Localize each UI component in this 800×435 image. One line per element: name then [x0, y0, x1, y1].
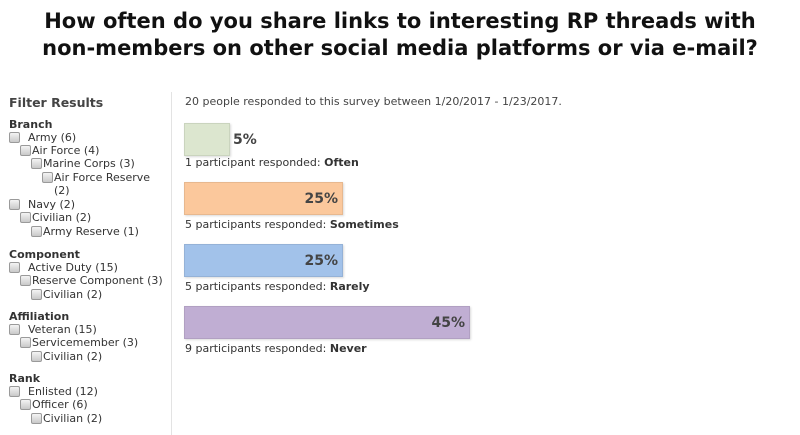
- checkbox[interactable]: [31, 226, 42, 237]
- filter-item-reserve-component[interactable]: Reserve Component (3): [20, 274, 163, 287]
- filter-item-officer[interactable]: Officer (6): [20, 398, 88, 411]
- title-line-2: non-members on other social media platfo…: [42, 36, 758, 60]
- result-caption: 5 participants responded: Rarely: [185, 280, 370, 293]
- checkbox[interactable]: [31, 158, 42, 169]
- result-percent: 25%: [304, 191, 338, 207]
- filter-item-navy[interactable]: Navy (2): [9, 198, 75, 211]
- filter-item-active-duty[interactable]: Active Duty (15): [9, 261, 118, 274]
- filter-item-label: Servicemember (3): [32, 336, 139, 349]
- checkbox[interactable]: [20, 399, 31, 410]
- survey-question-title: How often do you share links to interest…: [0, 8, 800, 62]
- checkbox[interactable]: [20, 212, 31, 223]
- result-percent: 45%: [431, 315, 465, 331]
- filter-item-air-force[interactable]: Air Force (4): [20, 144, 99, 157]
- checkbox[interactable]: [9, 132, 20, 143]
- filter-item-label: Officer (6): [32, 398, 88, 411]
- group-heading-branch: Branch: [9, 118, 53, 131]
- checkbox[interactable]: [31, 413, 42, 424]
- result-caption: 9 participants responded: Never: [185, 342, 367, 355]
- result-bar: 25%: [184, 244, 343, 277]
- checkbox[interactable]: [31, 351, 42, 362]
- filter-item-civilian-affiliation[interactable]: Civilian (2): [31, 350, 102, 363]
- group-heading-affiliation: Affiliation: [9, 310, 70, 323]
- checkbox[interactable]: [42, 172, 53, 183]
- group-heading-rank: Rank: [9, 372, 41, 385]
- result-count: 9 participants responded:: [185, 342, 330, 355]
- result-bar: 5%: [184, 123, 257, 156]
- filter-item-label: Civilian (2): [43, 350, 103, 363]
- checkbox[interactable]: [20, 275, 31, 286]
- filter-item-civilian-component[interactable]: Civilian (2): [31, 288, 102, 301]
- filter-item-label: Civilian (2): [43, 412, 103, 425]
- checkbox[interactable]: [20, 337, 31, 348]
- filter-item-label: Active Duty (15): [28, 261, 118, 274]
- filter-item-civilian-rank[interactable]: Civilian (2): [31, 412, 102, 425]
- filter-item-label: Enlisted (12): [28, 385, 98, 398]
- checkbox[interactable]: [9, 324, 20, 335]
- checkbox[interactable]: [9, 262, 20, 273]
- filter-heading: Filter Results: [9, 95, 104, 110]
- survey-summary: 20 people responded to this survey betwe…: [185, 95, 562, 108]
- filter-item-label: Civilian (2): [43, 288, 103, 301]
- filter-item-enlisted[interactable]: Enlisted (12): [9, 385, 98, 398]
- result-bar: 45%: [184, 306, 470, 339]
- filter-item-veteran[interactable]: Veteran (15): [9, 323, 97, 336]
- result-count: 1 participant responded:: [185, 156, 325, 169]
- filter-item-label: Marine Corps (3): [43, 157, 135, 170]
- result-count: 5 participants responded:: [185, 280, 330, 293]
- checkbox[interactable]: [9, 199, 20, 210]
- group-heading-component: Component: [9, 248, 80, 261]
- result-bar: 25%: [184, 182, 343, 215]
- filter-item-label: Reserve Component (3): [32, 274, 163, 287]
- filter-item-civilian-branch[interactable]: Civilian (2): [20, 211, 91, 224]
- filter-item-label: Air Force Reserve (2): [54, 171, 151, 197]
- result-count: 5 participants responded:: [185, 218, 330, 231]
- result-answer: Often: [324, 156, 359, 169]
- filter-item-label: Navy (2): [28, 198, 76, 211]
- result-answer: Rarely: [329, 280, 370, 293]
- result-answer: Sometimes: [329, 218, 399, 231]
- checkbox[interactable]: [9, 386, 20, 397]
- filter-item-label: Army Reserve (1): [43, 225, 139, 238]
- checkbox[interactable]: [20, 145, 31, 156]
- filter-item-label: Army (6): [28, 131, 77, 144]
- filter-sidebar: Filter Results Branch Army (6) Air Force…: [0, 92, 172, 435]
- filter-item-air-force-reserve[interactable]: Air Force Reserve (2): [42, 171, 170, 197]
- result-caption: 1 participant responded: Often: [185, 156, 359, 169]
- result-answer: Never: [329, 342, 367, 355]
- filter-item-servicemember[interactable]: Servicemember (3): [20, 336, 138, 349]
- filter-item-label: Civilian (2): [32, 211, 92, 224]
- filter-item-marine-corps[interactable]: Marine Corps (3): [31, 157, 135, 170]
- filter-item-army-reserve[interactable]: Army Reserve (1): [31, 225, 139, 238]
- result-caption: 5 participants responded: Sometimes: [185, 218, 399, 231]
- result-percent: 25%: [304, 253, 338, 269]
- filter-item-label: Veteran (15): [28, 323, 97, 336]
- checkbox[interactable]: [31, 289, 42, 300]
- filter-item-army[interactable]: Army (6): [9, 131, 76, 144]
- title-line-1: How often do you share links to interest…: [44, 9, 756, 33]
- filter-item-label: Air Force (4): [32, 144, 100, 157]
- result-percent: 5%: [233, 132, 257, 148]
